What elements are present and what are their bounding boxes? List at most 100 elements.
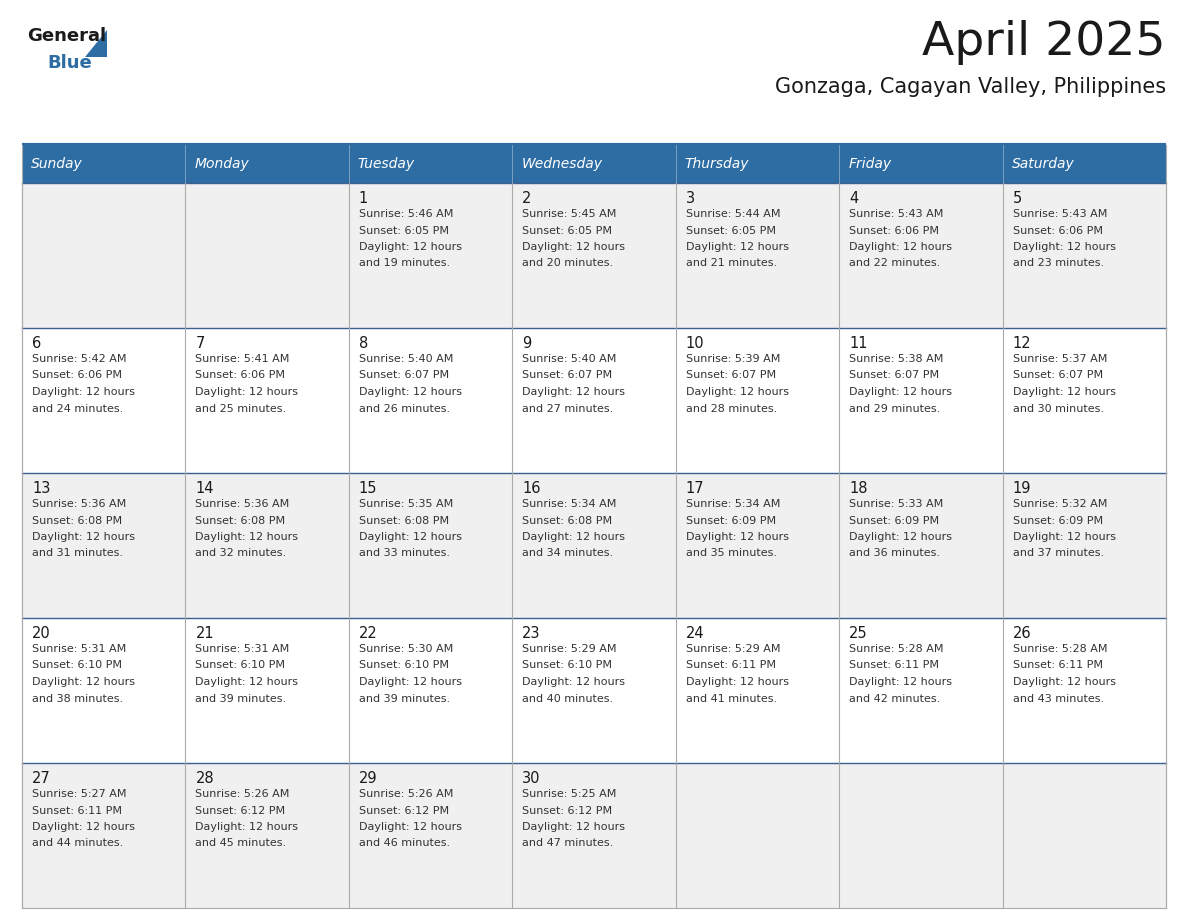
Text: Sunset: 6:08 PM: Sunset: 6:08 PM (523, 516, 612, 525)
Text: and 38 minutes.: and 38 minutes. (32, 693, 124, 703)
Text: Sunrise: 5:30 AM: Sunrise: 5:30 AM (359, 644, 453, 654)
Text: 28: 28 (196, 771, 214, 786)
Text: Sunrise: 5:38 AM: Sunrise: 5:38 AM (849, 354, 943, 364)
Text: and 27 minutes.: and 27 minutes. (523, 404, 613, 413)
Bar (1003, 183, 1165, 328)
Bar (839, 473, 1003, 618)
Text: Sunrise: 5:26 AM: Sunrise: 5:26 AM (359, 789, 454, 799)
Text: 14: 14 (196, 481, 214, 496)
Text: and 24 minutes.: and 24 minutes. (32, 404, 124, 413)
Bar (23, 183, 185, 328)
Text: Daylight: 12 hours: Daylight: 12 hours (849, 242, 952, 252)
Text: 3: 3 (685, 191, 695, 206)
Text: Daylight: 12 hours: Daylight: 12 hours (1012, 532, 1116, 542)
Text: Sunrise: 5:40 AM: Sunrise: 5:40 AM (523, 354, 617, 364)
Text: and 32 minutes.: and 32 minutes. (196, 548, 286, 558)
Text: Daylight: 12 hours: Daylight: 12 hours (1012, 387, 1116, 397)
Text: Sunset: 6:11 PM: Sunset: 6:11 PM (1012, 660, 1102, 670)
Bar (1003, 618, 1165, 763)
Bar (185, 183, 349, 328)
Text: Daylight: 12 hours: Daylight: 12 hours (685, 532, 789, 542)
Text: Sunrise: 5:44 AM: Sunrise: 5:44 AM (685, 209, 781, 219)
Text: Daylight: 12 hours: Daylight: 12 hours (1012, 242, 1116, 252)
Bar (1003, 763, 1165, 908)
Text: and 36 minutes.: and 36 minutes. (849, 548, 940, 558)
Text: Monday: Monday (195, 157, 249, 171)
Text: Sunrise: 5:27 AM: Sunrise: 5:27 AM (32, 789, 126, 799)
Text: Sunset: 6:11 PM: Sunset: 6:11 PM (32, 805, 122, 815)
Text: 25: 25 (849, 626, 867, 641)
Text: 8: 8 (359, 336, 368, 351)
Text: Daylight: 12 hours: Daylight: 12 hours (196, 532, 298, 542)
Text: Daylight: 12 hours: Daylight: 12 hours (685, 677, 789, 687)
Bar (676, 145, 839, 183)
Text: and 23 minutes.: and 23 minutes. (1012, 259, 1104, 268)
Bar (512, 473, 676, 618)
Bar (512, 183, 676, 328)
Text: Sunrise: 5:42 AM: Sunrise: 5:42 AM (32, 354, 126, 364)
Text: Sunrise: 5:36 AM: Sunrise: 5:36 AM (196, 499, 290, 509)
Text: and 44 minutes.: and 44 minutes. (32, 838, 124, 848)
Text: and 28 minutes.: and 28 minutes. (685, 404, 777, 413)
Text: 7: 7 (196, 336, 204, 351)
Text: and 31 minutes.: and 31 minutes. (32, 548, 124, 558)
Text: Daylight: 12 hours: Daylight: 12 hours (685, 387, 789, 397)
Text: 5: 5 (1012, 191, 1022, 206)
Text: Gonzaga, Cagayan Valley, Philippines: Gonzaga, Cagayan Valley, Philippines (775, 77, 1165, 97)
Bar (676, 328, 839, 473)
Text: Sunrise: 5:28 AM: Sunrise: 5:28 AM (849, 644, 943, 654)
Text: and 22 minutes.: and 22 minutes. (849, 259, 941, 268)
Text: Sunrise: 5:35 AM: Sunrise: 5:35 AM (359, 499, 453, 509)
Text: Sunset: 6:12 PM: Sunset: 6:12 PM (196, 805, 285, 815)
Text: Sunrise: 5:33 AM: Sunrise: 5:33 AM (849, 499, 943, 509)
Text: Sunset: 6:07 PM: Sunset: 6:07 PM (849, 371, 940, 380)
Bar (23, 145, 185, 183)
Text: Wednesday: Wednesday (522, 157, 602, 171)
Text: Sunset: 6:06 PM: Sunset: 6:06 PM (32, 371, 122, 380)
Bar (839, 183, 1003, 328)
Text: 15: 15 (359, 481, 378, 496)
Text: and 46 minutes.: and 46 minutes. (359, 838, 450, 848)
Bar (349, 328, 512, 473)
Text: Sunrise: 5:41 AM: Sunrise: 5:41 AM (196, 354, 290, 364)
Text: Daylight: 12 hours: Daylight: 12 hours (359, 387, 462, 397)
Text: and 41 minutes.: and 41 minutes. (685, 693, 777, 703)
Text: April 2025: April 2025 (923, 20, 1165, 65)
Text: Sunrise: 5:43 AM: Sunrise: 5:43 AM (1012, 209, 1107, 219)
Text: Sunset: 6:11 PM: Sunset: 6:11 PM (685, 660, 776, 670)
Text: Daylight: 12 hours: Daylight: 12 hours (685, 242, 789, 252)
Text: Daylight: 12 hours: Daylight: 12 hours (32, 822, 135, 832)
Text: Daylight: 12 hours: Daylight: 12 hours (849, 677, 952, 687)
Bar (185, 145, 349, 183)
Text: Sunrise: 5:32 AM: Sunrise: 5:32 AM (1012, 499, 1107, 509)
Text: 24: 24 (685, 626, 704, 641)
Text: Sunday: Sunday (31, 157, 83, 171)
Text: Sunrise: 5:26 AM: Sunrise: 5:26 AM (196, 789, 290, 799)
Text: Sunset: 6:09 PM: Sunset: 6:09 PM (849, 516, 940, 525)
Text: 21: 21 (196, 626, 214, 641)
Text: Daylight: 12 hours: Daylight: 12 hours (32, 677, 135, 687)
Text: and 21 minutes.: and 21 minutes. (685, 259, 777, 268)
Bar (23, 328, 185, 473)
Text: Daylight: 12 hours: Daylight: 12 hours (849, 387, 952, 397)
Text: Daylight: 12 hours: Daylight: 12 hours (523, 242, 625, 252)
Text: 23: 23 (523, 626, 541, 641)
Text: and 35 minutes.: and 35 minutes. (685, 548, 777, 558)
Text: Daylight: 12 hours: Daylight: 12 hours (523, 532, 625, 542)
Text: Sunrise: 5:43 AM: Sunrise: 5:43 AM (849, 209, 943, 219)
Text: Sunset: 6:10 PM: Sunset: 6:10 PM (196, 660, 285, 670)
Text: Blue: Blue (48, 54, 91, 72)
Text: and 47 minutes.: and 47 minutes. (523, 838, 613, 848)
Text: Sunset: 6:05 PM: Sunset: 6:05 PM (685, 226, 776, 236)
Text: Daylight: 12 hours: Daylight: 12 hours (32, 532, 135, 542)
Text: Sunset: 6:12 PM: Sunset: 6:12 PM (359, 805, 449, 815)
Text: Sunset: 6:07 PM: Sunset: 6:07 PM (1012, 371, 1102, 380)
Text: Daylight: 12 hours: Daylight: 12 hours (359, 822, 462, 832)
Bar (23, 763, 185, 908)
Text: and 39 minutes.: and 39 minutes. (196, 693, 286, 703)
Text: Daylight: 12 hours: Daylight: 12 hours (359, 677, 462, 687)
Text: and 39 minutes.: and 39 minutes. (359, 693, 450, 703)
Text: 17: 17 (685, 481, 704, 496)
Text: Sunset: 6:09 PM: Sunset: 6:09 PM (1012, 516, 1102, 525)
Bar (512, 328, 676, 473)
